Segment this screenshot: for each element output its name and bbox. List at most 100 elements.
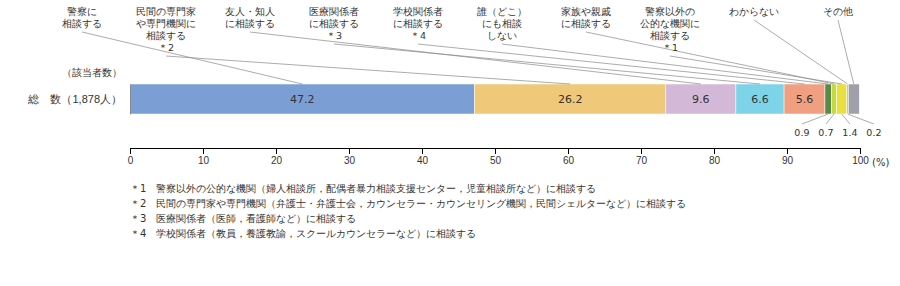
callout-leader [250,32,701,84]
bar-segment [666,84,736,114]
bar-segment [736,84,784,114]
data-label: 26.2 [558,93,583,106]
legend-entry-line: 民間の専門家 [136,6,196,17]
data-label: 6.6 [751,93,769,106]
footnotes: ＊1 警察以外の公的な機関（婦人相談所，配偶者暴力相談支援センター，児童相談所な… [130,183,686,239]
x-tick-label: 60 [563,155,575,166]
callouts: 警察に相談する民間の専門家や専門機関に相談する＊2友人・知人に相談する医療関係者… [62,6,854,84]
y-axis: 総 数（1,878人） [27,85,130,115]
x-tick-label: 80 [709,155,721,166]
bar-segment [475,84,666,114]
x-tick-label: 0 [128,155,134,166]
x-tick: 40 [417,148,429,166]
data-label: 47.2 [290,93,315,106]
legend-entry-line: に相談する [393,18,443,29]
x-tick-mark [495,148,496,154]
x-tick-label: 100 [852,155,869,166]
x-tick: 90 [782,148,794,166]
data-label: 0.2 [866,127,881,138]
callout-leader [754,20,848,84]
x-tick: 70 [636,148,648,166]
x-tick-label: 50 [490,155,502,166]
legend-entry-line: しない [487,30,517,41]
footnote: ＊1 警察以外の公的な機関（婦人相談所，配偶者暴力相談支援センター，児童相談所な… [130,183,596,194]
legend-entry-line: ＊4 [410,30,426,41]
x-tick-mark [860,148,861,154]
bar-segment [825,84,832,114]
x-tick-label: 40 [417,155,429,166]
legend-entry: 民間の専門家や専門機関に相談する＊2 [136,6,196,53]
bars [130,84,859,114]
legend-entry-line: ＊3 [326,30,342,41]
legend-entry-line: 相談する [650,30,690,41]
x-tick-label: 90 [782,155,794,166]
legend-entry: 学校関係者に相談する＊4 [393,6,443,41]
x-tick-mark [568,148,569,154]
x-tick: 20 [271,148,283,166]
footnote: ＊3 医療関係者（医師，看護師など）に相談する [130,213,356,224]
x-tick: 30 [344,148,356,166]
legend-entry-line: 誰（どこ） [477,6,527,17]
x-tick-mark [130,148,131,154]
data-label: 0.9 [794,127,809,138]
x-tick: 100 [852,148,869,166]
legend-entry-line: にも相談 [482,18,522,29]
chart-container: 47.226.29.66.65.60.90.71.40.2警察に相談する民間の専… [0,0,900,286]
data-labels: 47.226.29.66.65.60.90.71.40.2 [290,93,881,139]
legend-entry-line: に相談する [561,18,611,29]
x-tick-mark [349,148,350,154]
bar-segment [832,84,837,114]
legend-entry-line: 医療関係者 [309,6,359,17]
legend-entry-line: 相談する [62,18,102,29]
x-axis: 0 10 20 30 40 50 60 70 80 90 100 [128,148,870,166]
legend-entry-line: 相談する [146,30,186,41]
data-label: 0.7 [818,127,833,138]
data-label: 9.6 [692,93,710,106]
x-axis-line [131,149,861,155]
x-tick: 80 [709,148,721,166]
callout-leader [418,44,805,84]
label-leader [802,114,828,124]
legend-entry-line: ＊1 [662,42,678,53]
x-tick-mark [714,148,715,154]
legend-entry-line: に相談する [225,18,275,29]
y-axis-line [130,85,131,115]
callout-leader [670,56,842,84]
bar-segment [848,84,859,114]
label-leader [826,114,834,124]
y-axis-title: （該当者数） [62,67,122,78]
legend-entry-line: 警察以外の [645,6,695,17]
x-axis-title: (%) [872,157,889,168]
label-leader [848,114,874,124]
x-tick: 10 [198,148,210,166]
y-tick: 総 数（1,878人） [27,93,130,105]
legend-entry-line: 警察に [67,6,97,17]
x-tick: 0 [128,148,134,166]
bar-segment [784,84,825,114]
legend-entry: 医療関係者に相談する＊3 [309,6,359,41]
legend-entry: 警察に相談する [62,6,102,29]
x-tick-mark [422,148,423,154]
legend-entry: 家族や親戚に相談する [561,6,611,29]
label-leader [842,114,850,124]
callout-leader [838,20,854,84]
legend-entry-line: 公的な機関に [640,18,700,29]
x-tick-mark [276,148,277,154]
bar-segment [130,84,475,114]
legend-entry-line: その他 [823,6,853,17]
footnote: ＊4 学校関係者（教員，養護教諭，スクールカウンセラーなど）に相談する [130,228,476,239]
legend-entry-line: や専門機関に [136,18,196,29]
legend-entry-line: ＊2 [158,42,174,53]
legend-entry: 警察以外の公的な機関に相談する＊1 [640,6,700,53]
x-tick: 60 [563,148,575,166]
x-tick-label: 10 [198,155,210,166]
legend-entry: 誰（どこ）にも相談しない [477,6,527,41]
data-label: 5.6 [796,93,814,106]
footnote: ＊2 民間の専門家や専門機関（弁護士・弁護士会，カウンセラー・カウンセリング機関… [130,198,686,209]
x-tick-mark [641,148,642,154]
x-tick-mark [203,148,204,154]
callout-leader [586,32,834,84]
x-tick: 50 [490,148,502,166]
x-tick-label: 20 [271,155,283,166]
legend-entry: わからない [729,6,779,17]
